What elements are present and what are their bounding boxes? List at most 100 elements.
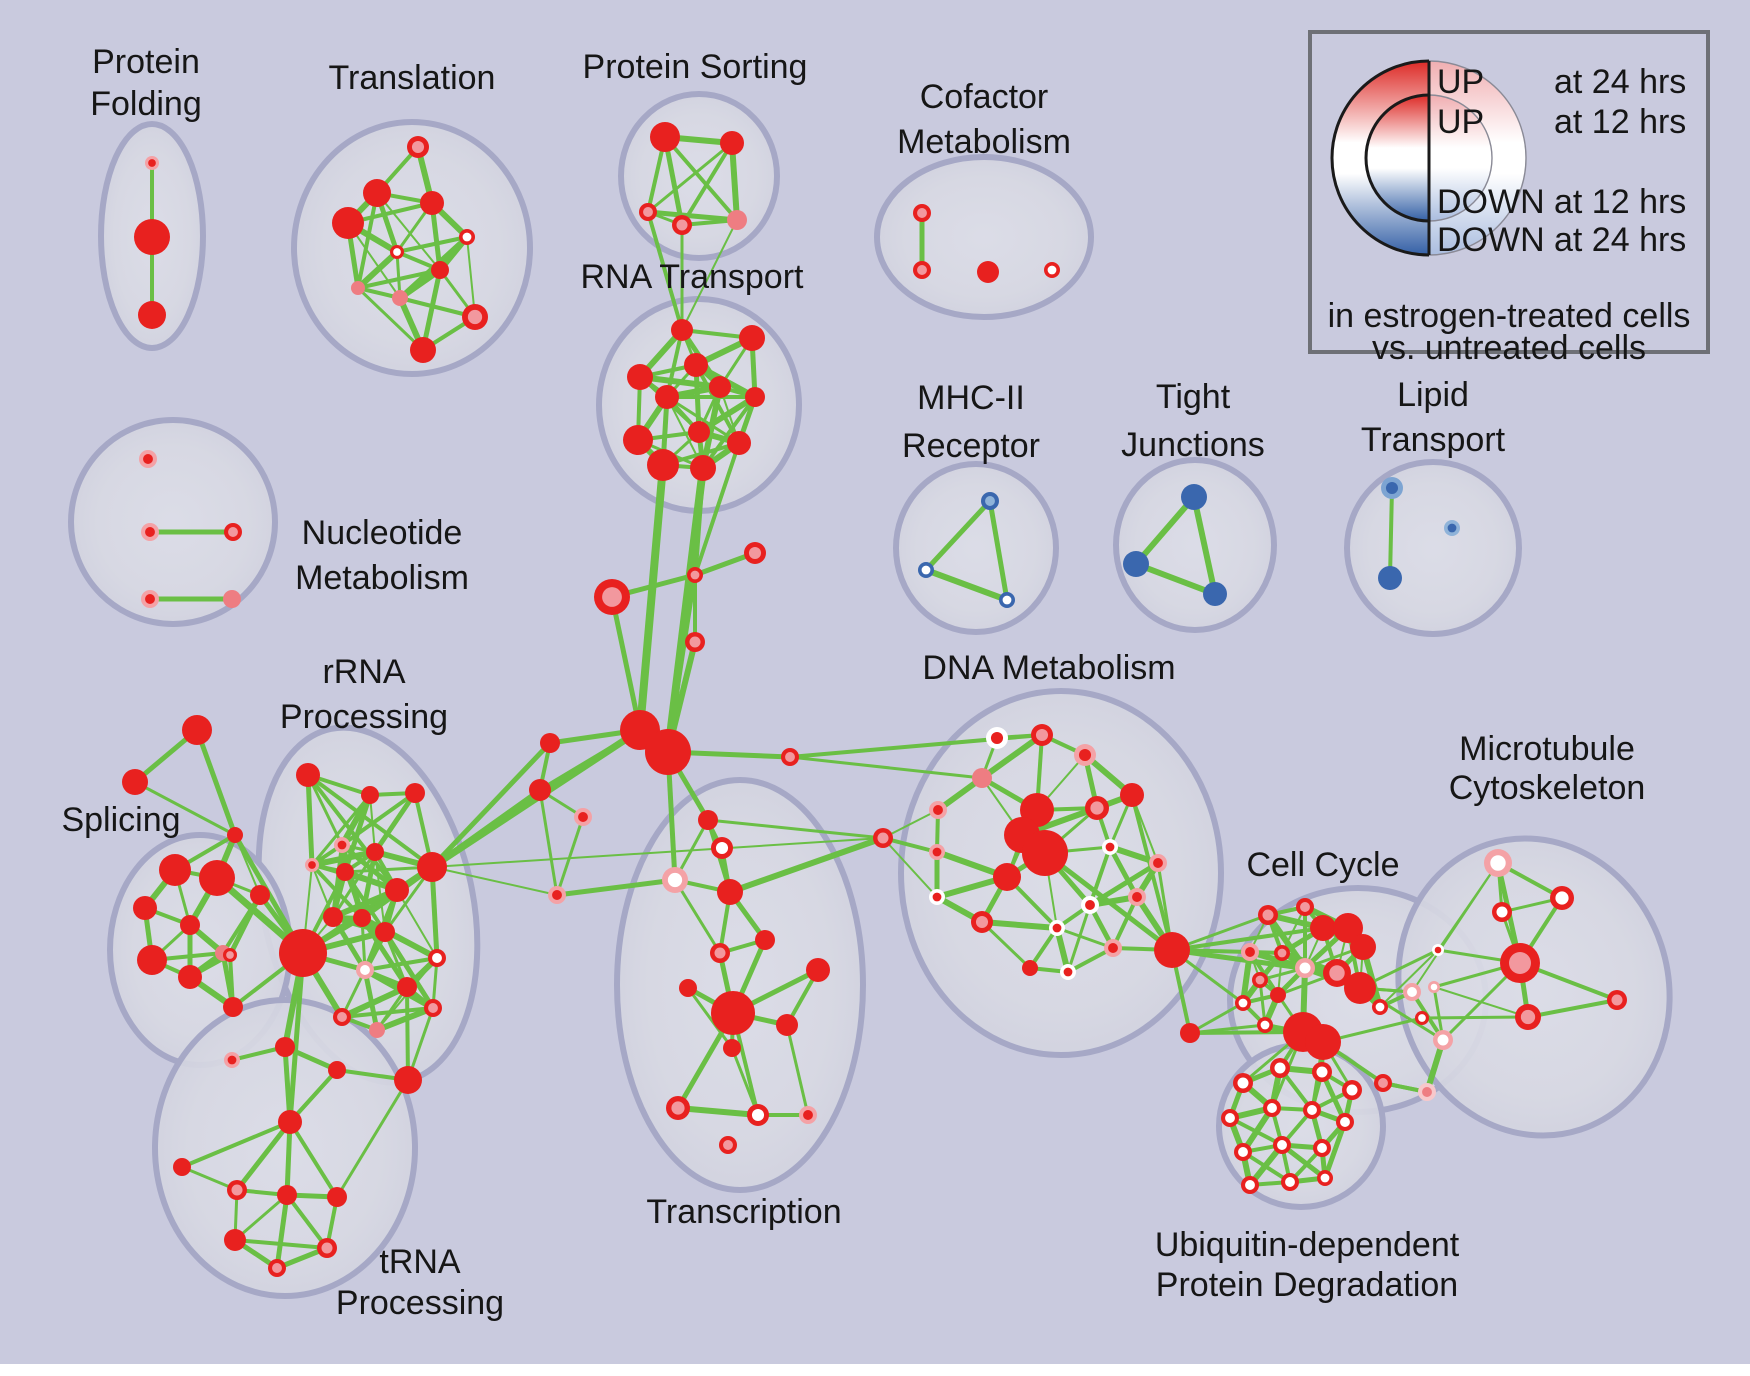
node-ch-8[interactable]	[781, 748, 799, 766]
node-ch-1[interactable]	[594, 579, 630, 615]
node-tr-9[interactable]	[224, 1229, 246, 1251]
node-mt-3[interactable]	[1500, 943, 1540, 983]
node-tx-11[interactable]	[723, 1039, 741, 1057]
node-ch-2[interactable]	[685, 632, 705, 652]
node-tr-1[interactable]	[275, 1037, 295, 1057]
node-tx-4[interactable]	[548, 886, 566, 904]
node-tx-7[interactable]	[679, 979, 697, 997]
node-tj-1[interactable]	[1123, 551, 1149, 577]
node-rt-0[interactable]	[671, 319, 693, 341]
node-dm-1[interactable]	[1031, 724, 1053, 746]
node-dm-13[interactable]	[993, 863, 1021, 891]
node-tx-0[interactable]	[698, 810, 718, 830]
node-dm-12[interactable]	[1102, 839, 1118, 855]
node-cm-0[interactable]	[913, 204, 931, 222]
node-ch-4[interactable]	[645, 729, 691, 775]
node-mt-8[interactable]	[1415, 1011, 1429, 1025]
node-tl-3[interactable]	[332, 207, 364, 239]
node-tx-10[interactable]	[776, 1014, 798, 1036]
node-rt-2[interactable]	[627, 364, 653, 390]
node-tl-8[interactable]	[392, 290, 408, 306]
node-ub-5[interactable]	[1263, 1099, 1281, 1117]
node-dm-0[interactable]	[986, 727, 1008, 749]
node-ps-4[interactable]	[727, 210, 747, 230]
node-rr-11[interactable]	[353, 909, 371, 927]
node-ps-3[interactable]	[672, 215, 692, 235]
node-tx-14[interactable]	[799, 1106, 817, 1124]
node-tr-3[interactable]	[394, 1066, 422, 1094]
node-rr-10[interactable]	[323, 907, 343, 927]
node-tl-7[interactable]	[351, 281, 365, 295]
node-ub-12[interactable]	[1281, 1173, 1299, 1191]
node-dm-5[interactable]	[929, 801, 947, 819]
node-cc-0[interactable]	[1258, 905, 1278, 925]
node-cc-8[interactable]	[1323, 959, 1351, 987]
node-dm-2[interactable]	[1074, 744, 1096, 766]
node-ch-9[interactable]	[744, 542, 766, 564]
node-dm-21[interactable]	[1060, 964, 1076, 980]
node-tj-2[interactable]	[1203, 582, 1227, 606]
node-mt-7[interactable]	[1428, 981, 1440, 993]
node-tr-10[interactable]	[317, 1238, 337, 1258]
node-tx-5[interactable]	[755, 930, 775, 950]
node-nm-0[interactable]	[139, 450, 157, 468]
node-ub-10[interactable]	[1313, 1139, 1331, 1157]
node-cc-5[interactable]	[1241, 943, 1259, 961]
node-rr-0[interactable]	[279, 929, 327, 977]
node-mt-1[interactable]	[1550, 886, 1574, 910]
node-ub-1[interactable]	[1270, 1058, 1290, 1078]
node-sp-1[interactable]	[182, 715, 212, 745]
node-ub-3[interactable]	[1342, 1080, 1362, 1100]
node-dm-14[interactable]	[1149, 854, 1167, 872]
node-tx-12[interactable]	[666, 1096, 690, 1120]
node-dm-19[interactable]	[1049, 920, 1065, 936]
node-sp-4[interactable]	[199, 860, 235, 896]
node-cc-19[interactable]	[1374, 1074, 1392, 1092]
node-cc-11[interactable]	[1270, 987, 1286, 1003]
node-tx-2[interactable]	[662, 867, 688, 893]
node-dm-24[interactable]	[1180, 1023, 1200, 1043]
node-dm-3[interactable]	[972, 768, 992, 788]
node-rt-7[interactable]	[688, 421, 710, 443]
node-dm-9[interactable]	[1022, 830, 1068, 876]
node-tx-6[interactable]	[710, 943, 730, 963]
node-dm-18[interactable]	[1081, 896, 1099, 914]
node-tl-5[interactable]	[390, 245, 404, 259]
node-rr-16[interactable]	[424, 999, 442, 1017]
node-dm-4[interactable]	[1120, 783, 1144, 807]
node-dm-6[interactable]	[1085, 796, 1109, 820]
node-sp-6[interactable]	[180, 915, 200, 935]
node-sp-3[interactable]	[159, 854, 191, 886]
node-cc-17[interactable]	[1403, 983, 1421, 1001]
node-tl-9[interactable]	[462, 304, 488, 330]
node-ps-2[interactable]	[639, 203, 657, 221]
node-ub-2[interactable]	[1312, 1062, 1332, 1082]
node-pf-0[interactable]	[145, 156, 159, 170]
node-sp-2[interactable]	[227, 827, 243, 843]
node-lt-2[interactable]	[1444, 520, 1460, 536]
node-rt-5[interactable]	[745, 387, 765, 407]
node-nm-4[interactable]	[223, 590, 241, 608]
node-sp-10[interactable]	[178, 965, 202, 989]
node-rt-8[interactable]	[623, 425, 653, 455]
node-mh-0[interactable]	[981, 492, 999, 510]
node-cc-9[interactable]	[1344, 972, 1376, 1004]
node-tx-13[interactable]	[747, 1104, 769, 1126]
node-tr-0[interactable]	[224, 1052, 240, 1068]
node-cm-1[interactable]	[913, 261, 931, 279]
node-tx-1[interactable]	[711, 837, 733, 859]
node-tl-6[interactable]	[431, 261, 449, 279]
node-dm-20[interactable]	[1022, 960, 1038, 976]
node-rr-14[interactable]	[356, 961, 374, 979]
node-tr-8[interactable]	[327, 1187, 347, 1207]
node-rt-3[interactable]	[684, 353, 708, 377]
node-rt-9[interactable]	[727, 431, 751, 455]
node-rt-10[interactable]	[647, 449, 679, 481]
node-mt-4[interactable]	[1607, 990, 1627, 1010]
node-tl-1[interactable]	[363, 179, 391, 207]
node-ps-1[interactable]	[720, 131, 744, 155]
node-rr-6[interactable]	[336, 863, 354, 881]
node-ch-6[interactable]	[529, 779, 551, 801]
node-mt-6[interactable]	[1432, 944, 1444, 956]
node-nm-2[interactable]	[224, 523, 242, 541]
